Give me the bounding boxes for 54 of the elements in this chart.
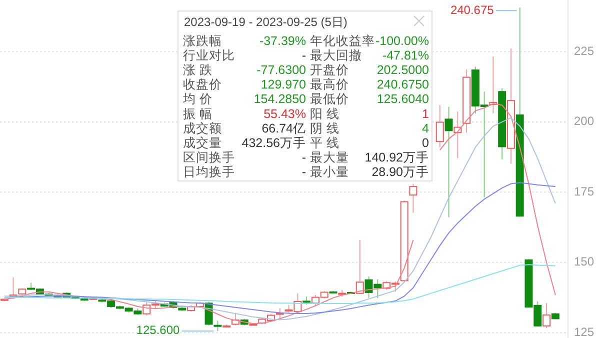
annotation: 涨跌幅 xyxy=(183,34,222,48)
annotation: 125.600 xyxy=(136,323,180,338)
annotation: 4 xyxy=(422,121,430,136)
annotation: 140.92万手 xyxy=(364,150,429,165)
annotation: 年化收益率 xyxy=(310,32,375,48)
annotation: 66.74亿 xyxy=(262,121,306,136)
y-tick-label: 125 xyxy=(574,324,594,338)
y-tick-label: 175 xyxy=(574,184,594,198)
annotation: 129.970 xyxy=(260,78,306,92)
annotation: 成交额 xyxy=(183,120,222,136)
annotation: 区间换手 xyxy=(183,150,235,165)
annotation: 振 幅 xyxy=(183,106,212,121)
annotation: 成交量 xyxy=(183,134,222,150)
annotation: -77.6300 xyxy=(256,62,306,77)
annotation: 125.6040 xyxy=(376,92,430,106)
annotation: 平 线 xyxy=(310,136,340,150)
annotation: 202.5000 xyxy=(376,62,430,77)
annotation: 154.2850 xyxy=(254,92,306,106)
y-tick-label: 225 xyxy=(574,44,594,58)
annotation: 240.675 xyxy=(450,2,494,17)
candlestick xyxy=(542,302,551,329)
annotation: - xyxy=(302,165,306,180)
candlestick xyxy=(356,239,364,295)
annotation: 最大量 xyxy=(310,150,349,165)
annotation: 最大回撤 xyxy=(310,48,362,62)
annotation: -47.81% xyxy=(382,48,429,62)
annotation: 行业对比 xyxy=(183,48,235,62)
annotation: 28.90万手 xyxy=(372,165,429,180)
annotation: -37.39% xyxy=(259,34,306,48)
annotation: 均 价 xyxy=(182,92,212,106)
annotation: - xyxy=(302,150,306,165)
candlestick xyxy=(409,183,418,214)
annotation: 最高价 xyxy=(310,76,349,92)
annotation: 最低价 xyxy=(310,92,349,106)
candlestick xyxy=(444,106,453,218)
annotation: 阴 线 xyxy=(310,121,340,136)
annotation: 收盘价 xyxy=(183,78,222,92)
candlestick xyxy=(214,320,222,332)
annotation: - xyxy=(302,48,306,62)
annotation: 432.56万手 xyxy=(242,136,306,150)
annotation: 240.6750 xyxy=(376,78,430,92)
candlestick xyxy=(436,104,444,148)
annotation: 涨 跌 xyxy=(183,62,212,77)
y-tick-label: 200 xyxy=(574,114,594,128)
annotation: 55.43% xyxy=(264,106,306,121)
annotation: 1 xyxy=(422,106,430,121)
annotation: -100.00% xyxy=(375,34,429,48)
annotation: 开盘价 xyxy=(310,62,349,77)
annotation: 日均换手 xyxy=(183,165,235,180)
annotation: 阳 线 xyxy=(310,106,340,121)
annotation: 最小量 xyxy=(310,165,349,180)
text: 2023-09-19 - 2023-09-25 (5日) xyxy=(184,15,348,30)
annotation: 0 xyxy=(422,136,430,150)
y-tick-label: 150 xyxy=(574,254,594,269)
